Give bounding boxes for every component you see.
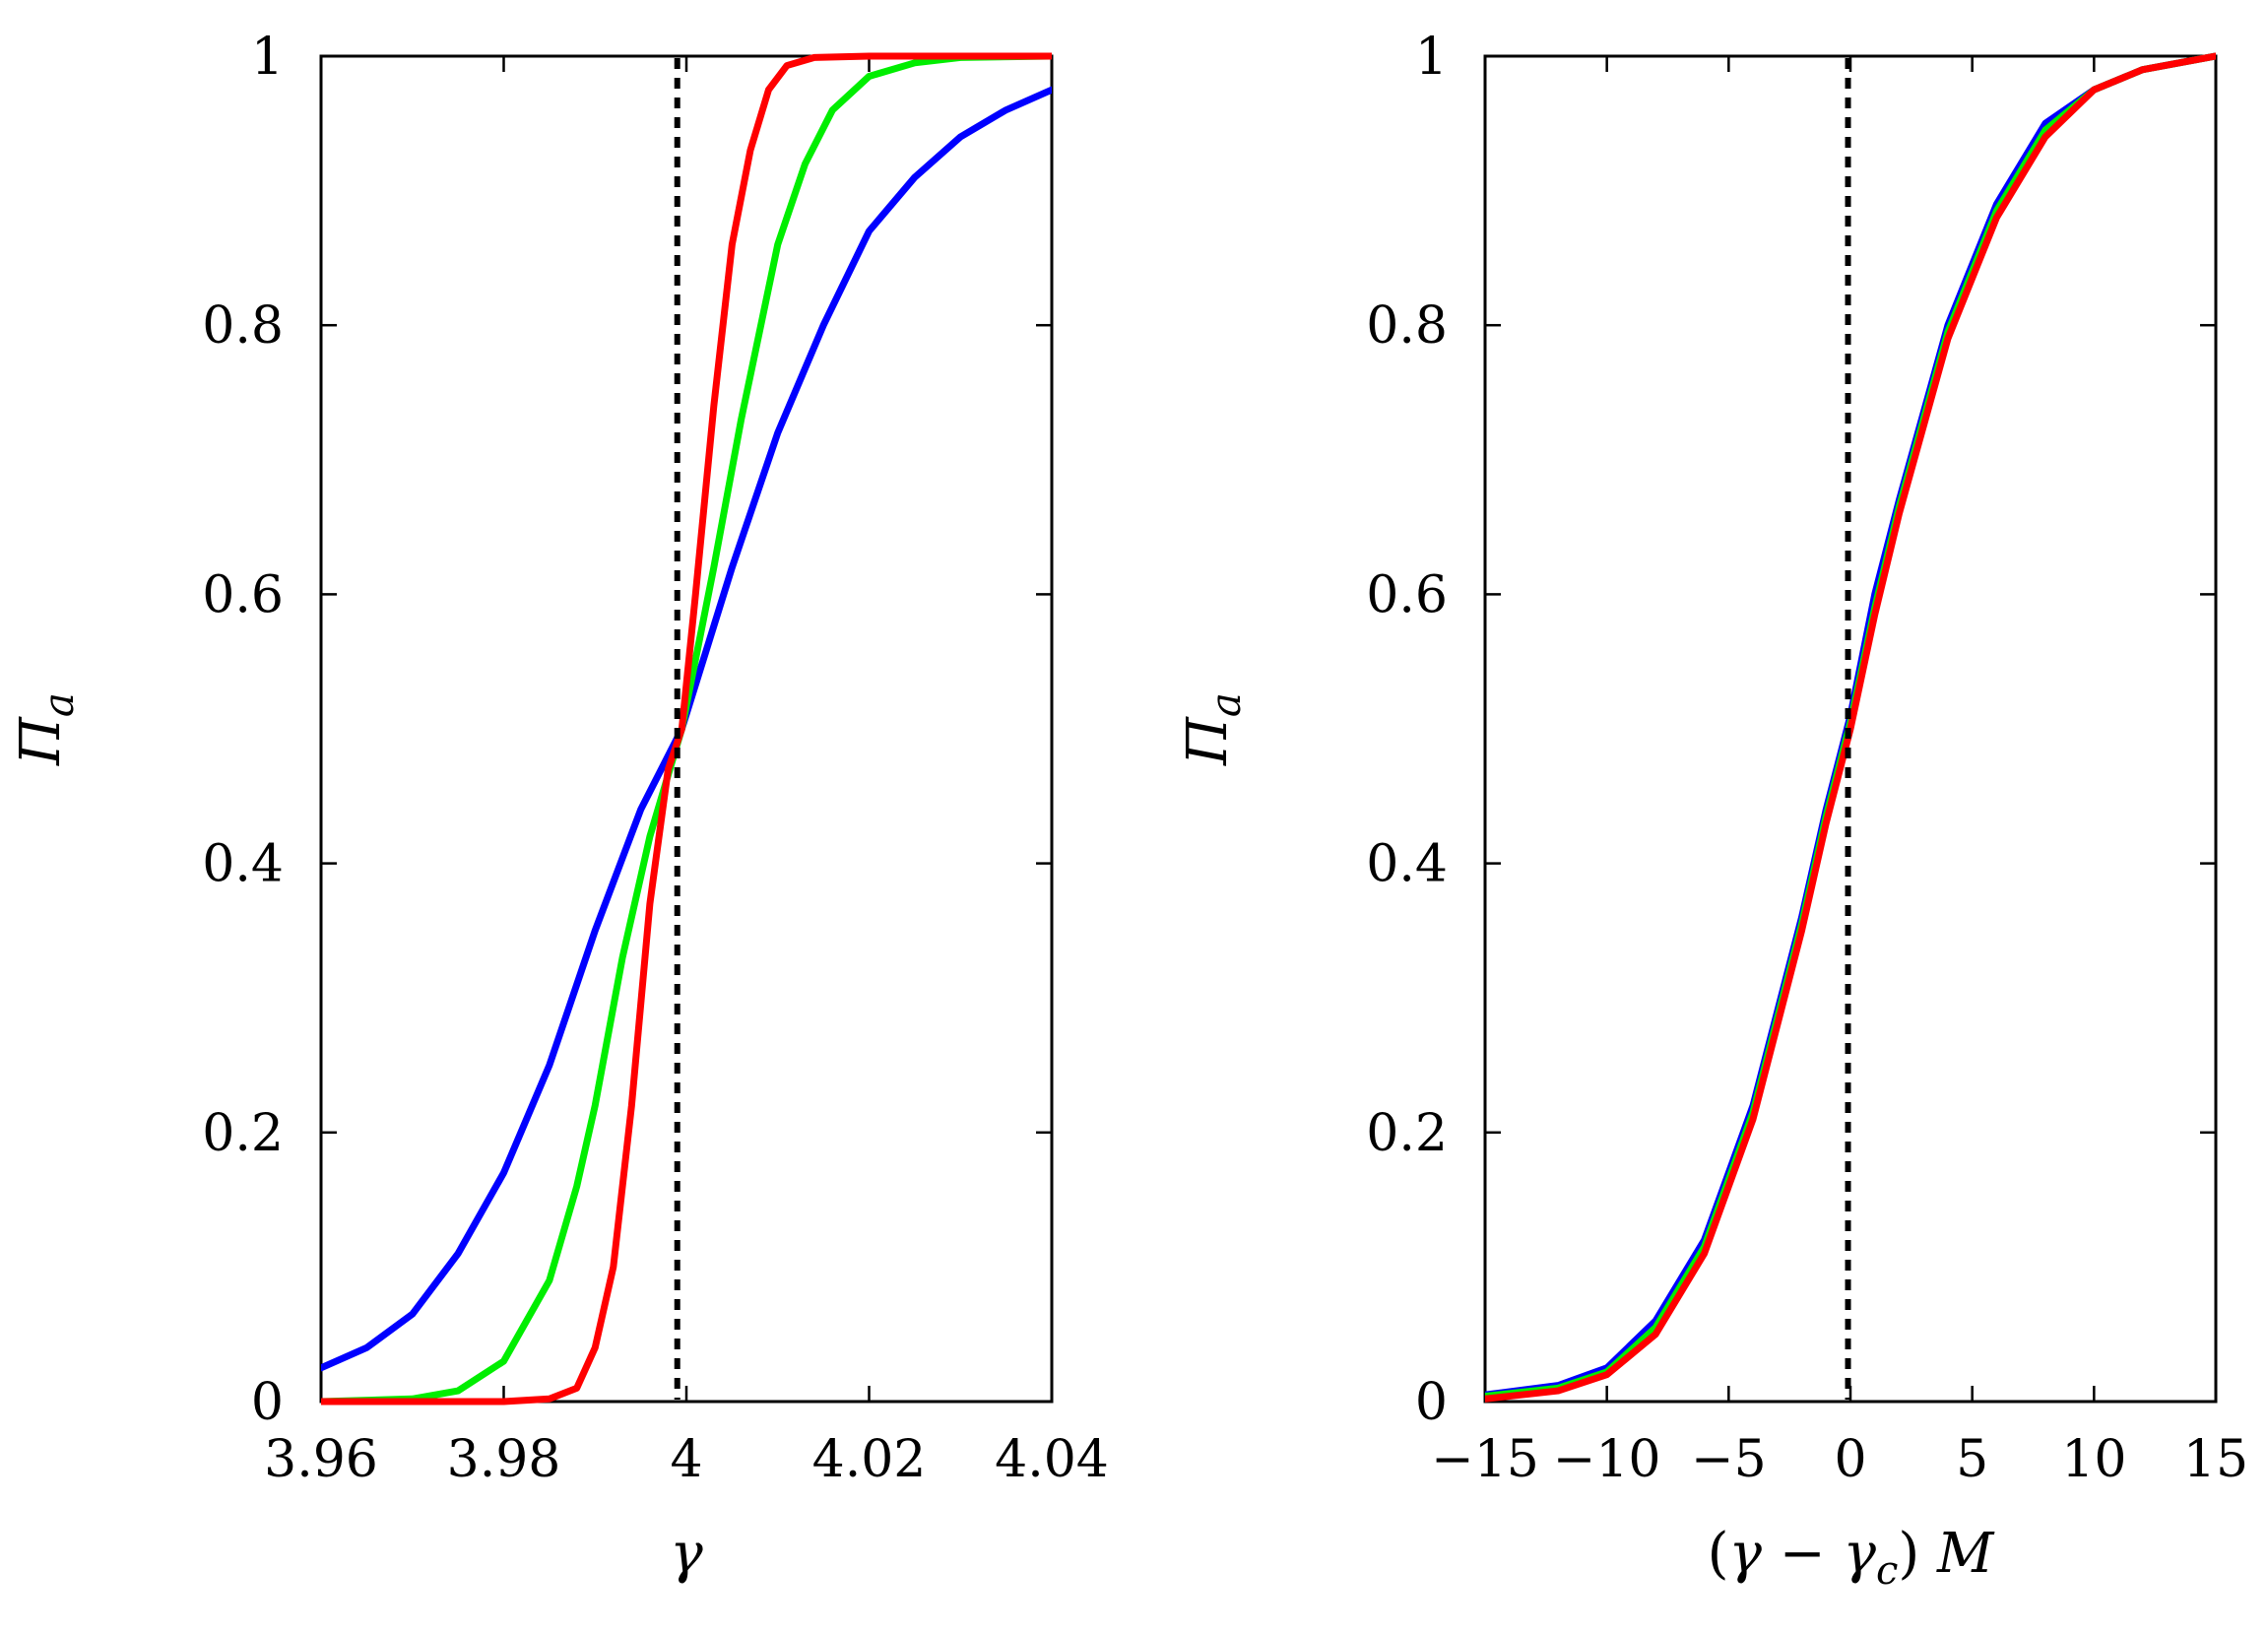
x-tick-label: 5 <box>1956 1430 1988 1489</box>
y-tick-label: 0.4 <box>1366 835 1448 894</box>
x-tick-label: −15 <box>1431 1430 1539 1489</box>
y-tick-label: 0.8 <box>202 296 284 356</box>
x-tick-label: 3.98 <box>447 1430 561 1489</box>
x-tick-label: 4 <box>670 1430 702 1489</box>
x-axis-label: (γ − γc) M <box>1708 1522 1995 1594</box>
right-panel: −15 −10 −5 0 5 10 15 0 0.2 0.4 0.6 0.8 1 Πa (γ − γc) M <box>1176 28 2248 1594</box>
y-tick-label: 0.6 <box>202 565 284 624</box>
x-tick-label: −5 <box>1691 1430 1767 1489</box>
y-tick-label: 0.8 <box>1366 296 1448 356</box>
x-tick-label: 0 <box>1834 1430 1866 1489</box>
left-panel: 3.96 3.98 4 4.02 4.04 0 0.2 0.4 0.6 0.8 1 Πa γ <box>9 28 1109 1586</box>
y-tick-label: 1 <box>1415 28 1448 87</box>
y-tick-label: 0.2 <box>1366 1104 1448 1163</box>
x-tick-label: 15 <box>2183 1430 2248 1489</box>
x-tick-label: 4.04 <box>995 1430 1109 1489</box>
x-tick-label: 4.02 <box>812 1430 927 1489</box>
x-tick-label: −10 <box>1553 1430 1661 1489</box>
y-tick-label: 0.4 <box>202 835 284 894</box>
y-tick-label: 0.2 <box>202 1104 284 1163</box>
x-tick-label: 3.96 <box>264 1430 378 1489</box>
y-tick-label: 0.6 <box>1366 565 1448 624</box>
y-tick-label: 0 <box>251 1373 284 1432</box>
y-tick-label: 1 <box>251 28 284 87</box>
x-axis-label: γ <box>670 1522 703 1586</box>
y-axis-label: Πa <box>9 692 83 766</box>
x-tick-label: 10 <box>2061 1430 2126 1489</box>
y-axis-label: Πa <box>1176 692 1250 766</box>
y-tick-label: 0 <box>1415 1373 1448 1432</box>
series-line-red <box>321 52 1052 1405</box>
